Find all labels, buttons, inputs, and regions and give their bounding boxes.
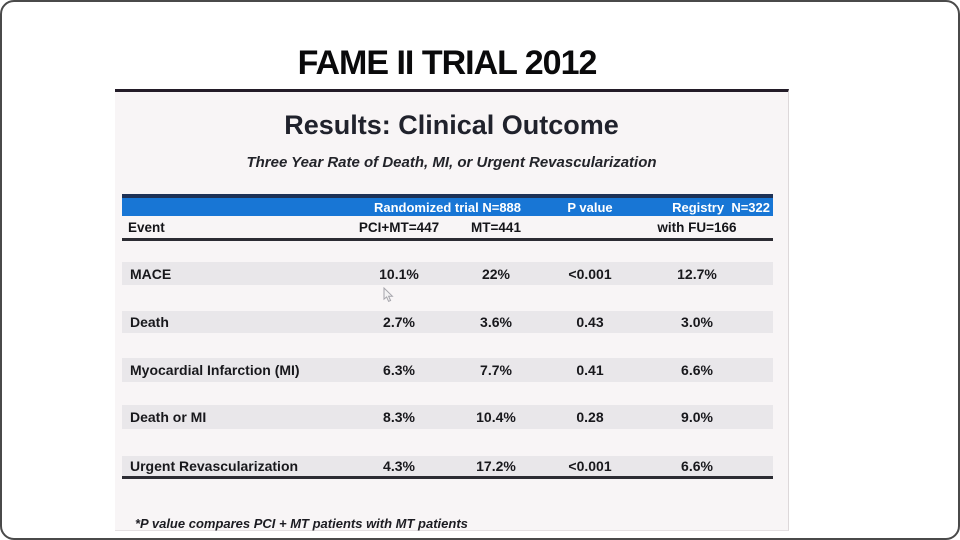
cell-pci-mt: 6.3% xyxy=(383,362,415,378)
table-subheader-row: Event PCI+MT=447 MT=441 with FU=166 xyxy=(122,216,773,241)
cell-p-value: 0.28 xyxy=(576,409,604,425)
table-row: Urgent Revascularization 4.3% 17.2% <0.0… xyxy=(122,456,773,479)
column-header-registry-fu: with FU=166 xyxy=(657,219,737,235)
page-title: FAME II TRIAL 2012 xyxy=(297,44,598,82)
cell-registry: 12.7% xyxy=(677,265,717,282)
cell-p-value: 0.41 xyxy=(576,362,604,378)
cell-event: Death xyxy=(130,314,169,330)
column-header-pci-mt: PCI+MT=447 xyxy=(358,219,440,235)
column-header-mt: MT=441 xyxy=(471,219,521,235)
cell-registry: 9.0% xyxy=(681,409,713,425)
group-header-p-value: P value xyxy=(567,199,613,215)
table-row: Death or MI 8.3% 10.4% 0.28 9.0% xyxy=(122,405,773,429)
slide-subtitle: Three Year Rate of Death, MI, or Urgent … xyxy=(246,154,657,171)
column-header-event: Event xyxy=(128,219,165,235)
slide-footnote: *P value compares PCI + MT patients with… xyxy=(135,516,468,531)
cell-p-value: <0.001 xyxy=(568,265,612,282)
cell-event: Myocardial Infarction (MI) xyxy=(130,362,300,378)
table-row: Death 2.7% 3.6% 0.43 3.0% xyxy=(122,311,773,333)
cell-p-value: 0.43 xyxy=(576,314,604,330)
table-group-header-bar: Randomized trial N=888 P value Registry … xyxy=(122,194,773,216)
slide-photo: Results: Clinical Outcome Three Year Rat… xyxy=(115,89,789,531)
table-row: MACE 10.1% 22% <0.001 12.7% xyxy=(122,262,773,285)
cell-registry: 3.0% xyxy=(681,314,713,330)
cell-pci-mt: 8.3% xyxy=(383,409,415,425)
cell-event: MACE xyxy=(130,265,172,282)
cell-pci-mt: 2.7% xyxy=(383,314,415,330)
cell-registry: 6.6% xyxy=(681,458,713,474)
cell-event: Urgent Revascularization xyxy=(130,458,299,474)
cell-mt: 17.2% xyxy=(476,458,516,474)
cell-pci-mt: 4.3% xyxy=(383,458,415,474)
cell-mt: 7.7% xyxy=(480,362,512,378)
cell-event: Death or MI xyxy=(130,409,207,425)
cell-p-value: <0.001 xyxy=(568,458,612,474)
cell-registry: 6.6% xyxy=(681,362,713,378)
cell-mt: 22% xyxy=(481,265,511,282)
group-header-registry: Registry N=322 xyxy=(672,199,770,215)
cell-pci-mt: 10.1% xyxy=(379,265,419,282)
cell-mt: 10.4% xyxy=(476,409,516,425)
cell-mt: 3.6% xyxy=(480,314,512,330)
results-table: Randomized trial N=888 P value Registry … xyxy=(122,92,773,530)
table-row: Myocardial Infarction (MI) 6.3% 7.7% 0.4… xyxy=(122,358,773,382)
mouse-cursor-icon xyxy=(383,287,394,303)
group-header-randomized-trial: Randomized trial N=888 xyxy=(373,199,522,215)
slide-title: Results: Clinical Outcome xyxy=(284,110,619,140)
